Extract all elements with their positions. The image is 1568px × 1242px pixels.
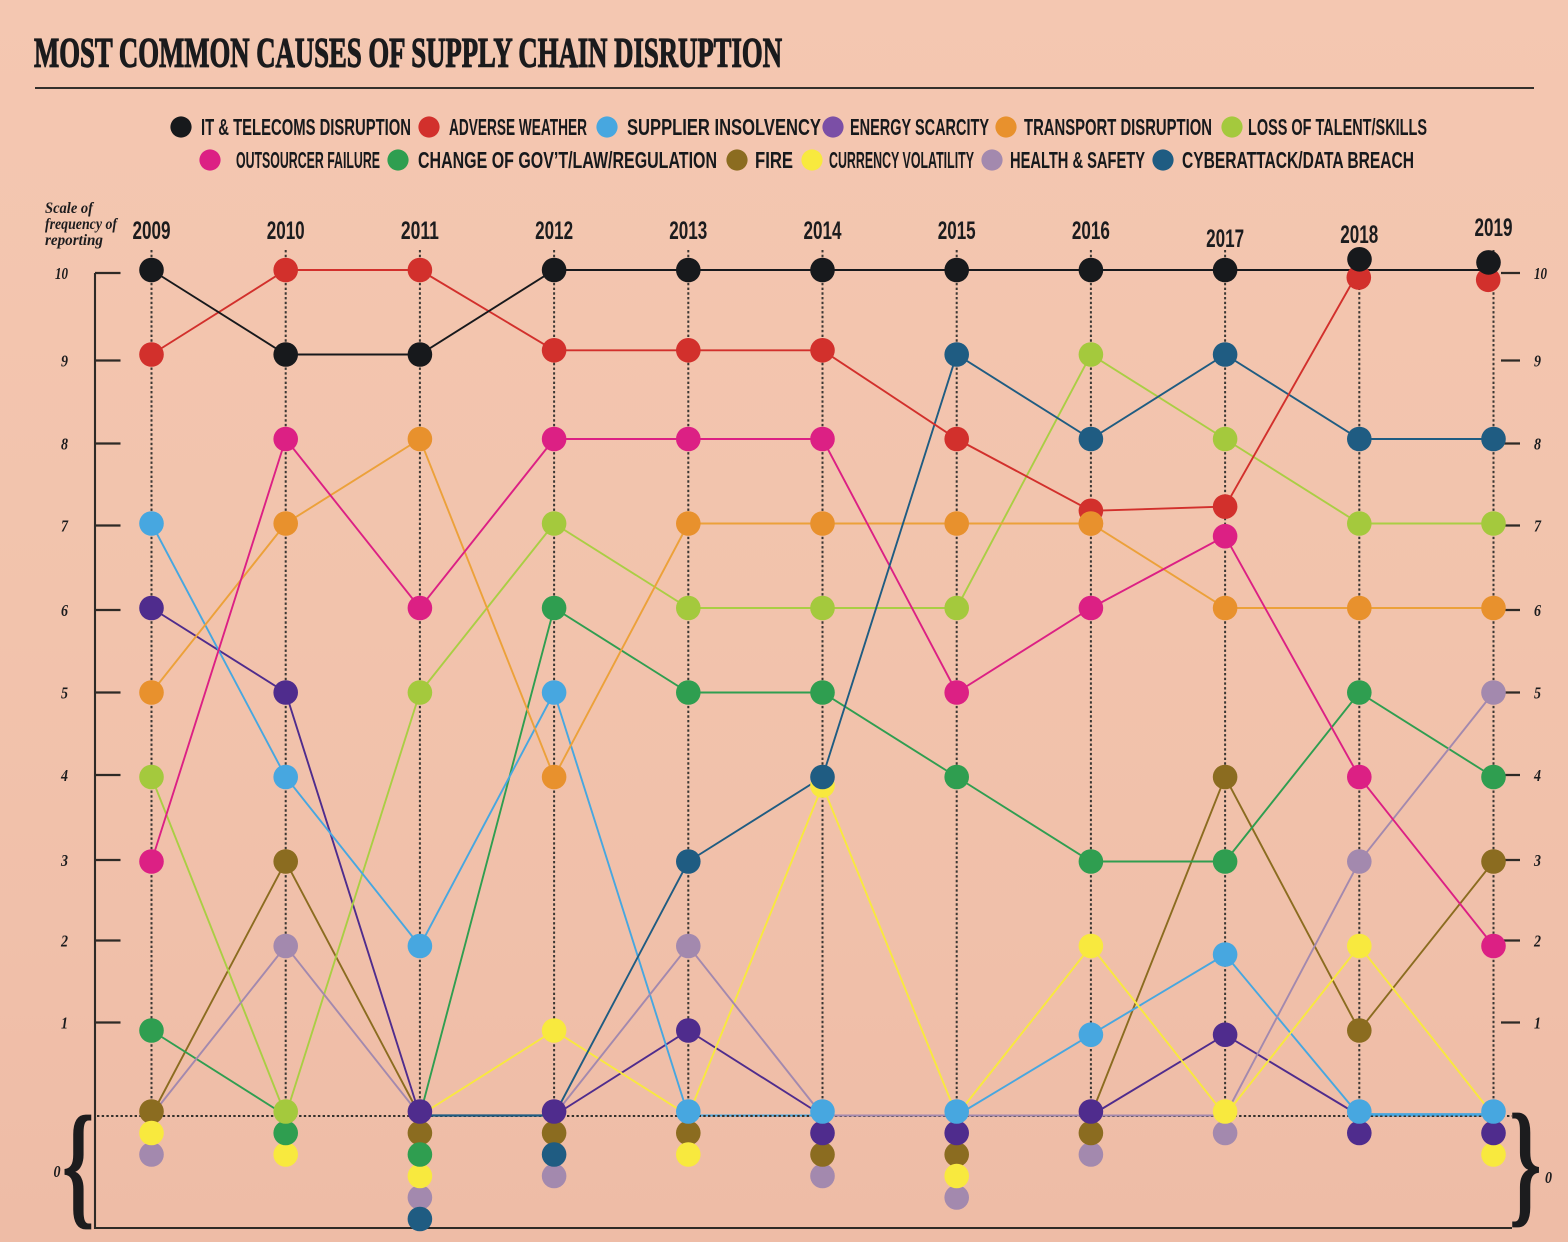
svg-text:1: 1 <box>1534 1014 1541 1033</box>
svg-text:{: { <box>62 1087 95 1241</box>
svg-text:3: 3 <box>1533 851 1541 870</box>
svg-text:0: 0 <box>1545 1168 1552 1187</box>
svg-text:5: 5 <box>1534 684 1541 703</box>
svg-text:9: 9 <box>61 352 68 371</box>
svg-text:reporting: reporting <box>45 232 103 249</box>
svg-text:2019: 2019 <box>1475 214 1513 242</box>
svg-text:TRANSPORT DISRUPTION: TRANSPORT DISRUPTION <box>1024 114 1212 140</box>
svg-text:8: 8 <box>1534 435 1541 454</box>
svg-text:{: { <box>1509 1085 1542 1239</box>
svg-text:LOSS OF TALENT/SKILLS: LOSS OF TALENT/SKILLS <box>1248 114 1427 140</box>
svg-text:SUPPLIER INSOLVENCY: SUPPLIER INSOLVENCY <box>627 114 821 140</box>
svg-text:ENERGY SCARCITY: ENERGY SCARCITY <box>850 114 989 140</box>
svg-text:6: 6 <box>1534 601 1541 620</box>
svg-text:10: 10 <box>55 264 68 283</box>
svg-text:7: 7 <box>61 517 69 536</box>
svg-text:3: 3 <box>60 851 68 870</box>
svg-text:CHANGE OF GOV’T/LAW/REGULATION: CHANGE OF GOV’T/LAW/REGULATION <box>418 147 717 173</box>
svg-text:HEALTH & SAFETY: HEALTH & SAFETY <box>1010 147 1145 173</box>
svg-text:frequency of: frequency of <box>45 216 118 233</box>
svg-text:Scale of: Scale of <box>45 200 95 217</box>
svg-text:2013: 2013 <box>669 217 707 245</box>
svg-text:CYBERATTACK/DATA BREACH: CYBERATTACK/DATA BREACH <box>1182 147 1414 173</box>
svg-text:2010: 2010 <box>267 217 305 245</box>
svg-text:5: 5 <box>61 684 68 703</box>
svg-text:ADVERSE WEATHER: ADVERSE WEATHER <box>449 114 587 140</box>
svg-text:2017: 2017 <box>1206 225 1244 253</box>
svg-text:2015: 2015 <box>938 217 976 245</box>
svg-text:9: 9 <box>1534 352 1541 371</box>
svg-text:CURRENCY VOLATILITY: CURRENCY VOLATILITY <box>829 147 974 173</box>
svg-text:1: 1 <box>61 1014 68 1033</box>
svg-text:2016: 2016 <box>1072 217 1110 245</box>
svg-text:0: 0 <box>54 1162 61 1181</box>
svg-text:8: 8 <box>61 435 68 454</box>
svg-text:2009: 2009 <box>133 217 171 245</box>
svg-text:2: 2 <box>1533 932 1541 951</box>
svg-text:2018: 2018 <box>1340 221 1378 249</box>
svg-text:MOST COMMON CAUSES OF SUPPLY C: MOST COMMON CAUSES OF SUPPLY CHAIN DISRU… <box>34 31 782 77</box>
svg-text:FIRE: FIRE <box>755 147 793 173</box>
svg-text:10: 10 <box>1534 264 1547 283</box>
svg-text:2: 2 <box>60 932 68 951</box>
svg-text:IT & TELECOMS DISRUPTION: IT & TELECOMS DISRUPTION <box>201 114 411 140</box>
svg-text:6: 6 <box>61 601 68 620</box>
svg-text:OUTSOURCER FAILURE: OUTSOURCER FAILURE <box>236 147 380 173</box>
svg-text:2011: 2011 <box>401 217 439 245</box>
svg-text:4: 4 <box>60 766 68 785</box>
svg-text:2012: 2012 <box>535 217 573 245</box>
svg-text:4: 4 <box>1533 766 1541 785</box>
svg-text:2014: 2014 <box>804 217 842 245</box>
svg-text:7: 7 <box>1534 517 1542 536</box>
